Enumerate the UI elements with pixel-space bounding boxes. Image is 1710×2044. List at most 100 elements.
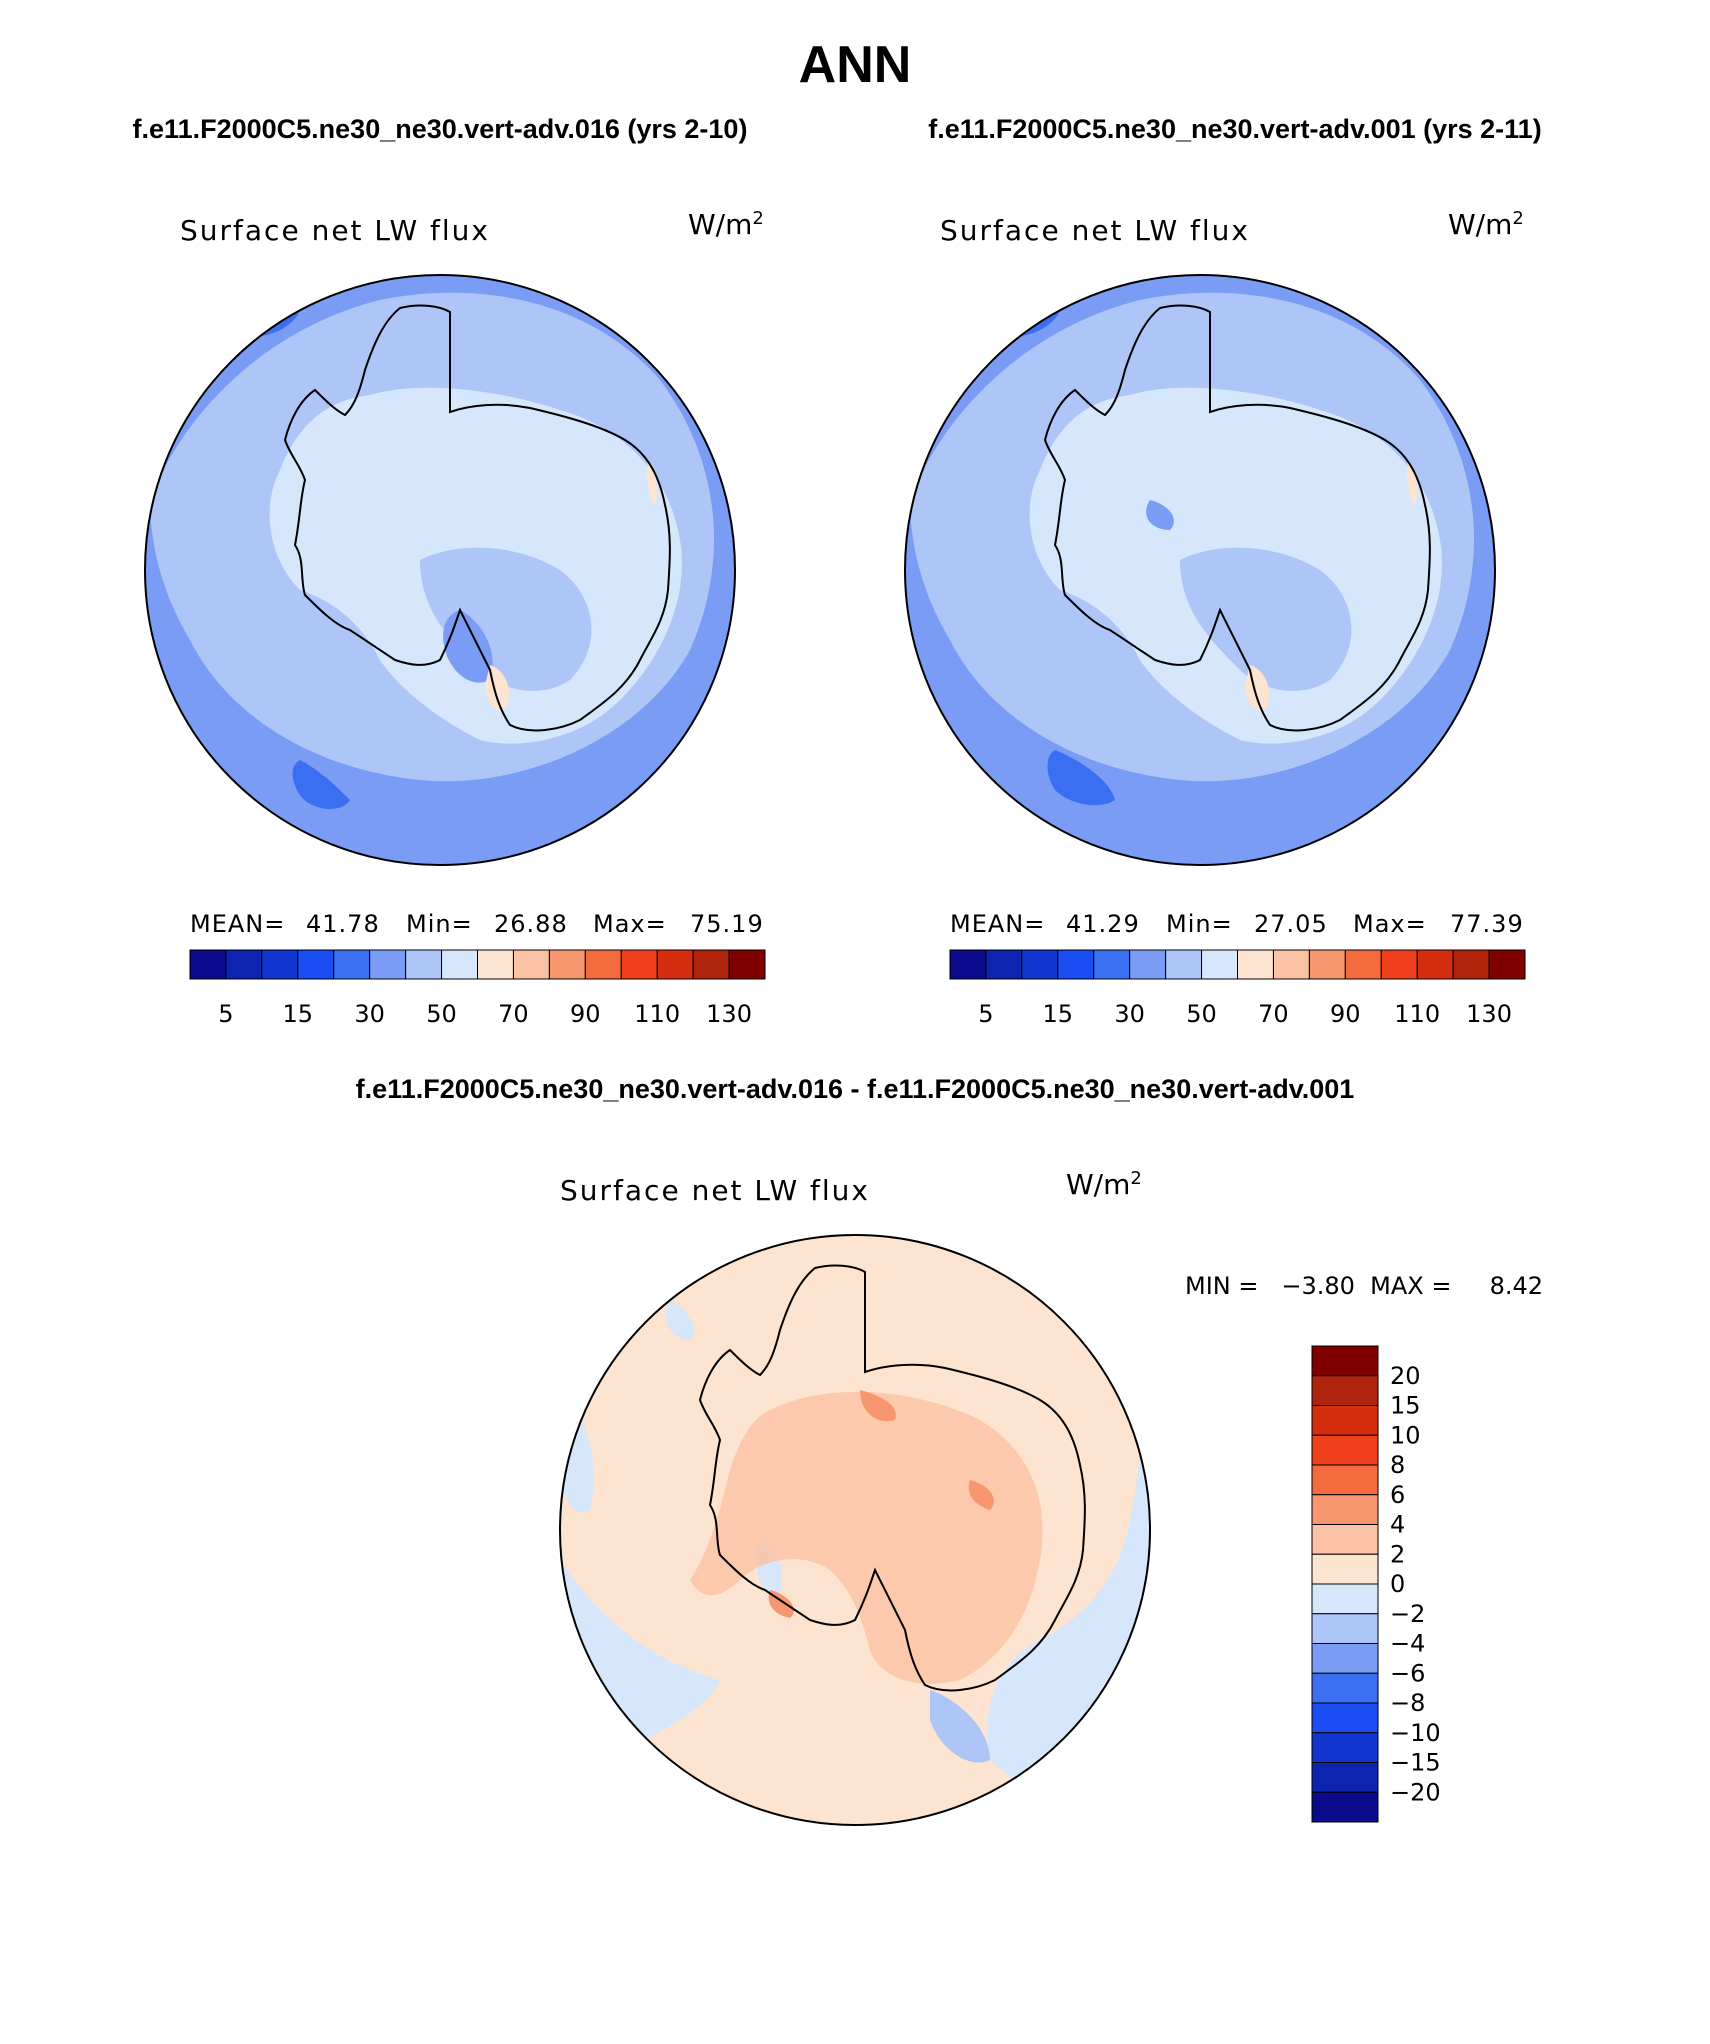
colorbar-right-swatch bbox=[1344, 949, 1382, 980]
colorbar-right-swatch bbox=[1237, 949, 1274, 980]
colorbar-right-swatch bbox=[1165, 949, 1203, 980]
colorbar-diff-tick-label: −4 bbox=[1390, 1630, 1425, 1658]
colorbar-diff-tick-label: 4 bbox=[1390, 1511, 1405, 1539]
colorbar-left-tick-label: 5 bbox=[218, 1000, 233, 1028]
stats-right: MEAN= 41.29 Min= 27.05 Max= 77.39 bbox=[950, 910, 1524, 938]
colorbar-left-swatch bbox=[261, 949, 299, 980]
colorbar-diff-swatch bbox=[1311, 1583, 1379, 1615]
colorbar-right: 5 15 30 50 70 90 110 130 bbox=[949, 949, 1526, 1028]
colorbar-right-swatch bbox=[1093, 949, 1131, 980]
colorbar-left-swatch bbox=[728, 949, 766, 980]
colorbar-left-swatch bbox=[297, 949, 335, 980]
colorbar-diff-swatch bbox=[1311, 1524, 1379, 1555]
colorbar-diff-swatch bbox=[1311, 1672, 1379, 1704]
colorbar-right-swatch bbox=[1272, 949, 1310, 980]
colorbar-left-swatch bbox=[620, 949, 658, 980]
colorbar-left-tick-label: 130 bbox=[706, 1000, 752, 1028]
colorbar-left-swatch bbox=[477, 949, 514, 980]
header-left: f.e11.F2000C5.ne30_ne30.vert-adv.016 (yr… bbox=[133, 114, 748, 144]
colorbar-right-tick-label: 130 bbox=[1466, 1000, 1512, 1028]
colorbar-diff-swatch bbox=[1311, 1434, 1379, 1466]
colorbar-diff-tick-label: 2 bbox=[1390, 1540, 1405, 1568]
colorbar-left-swatch bbox=[441, 949, 478, 980]
map-left-field bbox=[145, 275, 735, 865]
colorbar-diff-swatch bbox=[1311, 1791, 1379, 1823]
field-label-left: Surface net LW flux bbox=[180, 214, 490, 247]
colorbar-left: 5 15 30 50 70 90 110 130 bbox=[189, 949, 766, 1028]
colorbar-right-swatch bbox=[1201, 949, 1238, 980]
colorbar-diff-swatch bbox=[1311, 1494, 1379, 1525]
colorbar-right-tick-label: 15 bbox=[1043, 1000, 1074, 1028]
colorbar-left-tick-label: 90 bbox=[570, 1000, 601, 1028]
colorbar-left-tick-label: 50 bbox=[426, 1000, 457, 1028]
colorbar-diff-swatch bbox=[1311, 1732, 1379, 1763]
antarctica-coastline-right bbox=[1043, 304, 1431, 732]
colorbar-left-tick-label: 110 bbox=[634, 1000, 680, 1028]
colorbar-right-swatch bbox=[1416, 949, 1454, 980]
colorbar-right-swatch bbox=[1057, 949, 1095, 980]
map-panel-right: Surface net LW flux W/m2 bbox=[904, 208, 1524, 866]
colorbar-diff-tick-label: −15 bbox=[1390, 1749, 1441, 1777]
map-panel-left: Surface net LW flux W/m2 bbox=[144, 208, 764, 866]
colorbar-left-swatch bbox=[656, 949, 694, 980]
antarctica-coastline-left bbox=[283, 304, 671, 732]
figure-title: ANN bbox=[799, 36, 912, 94]
field-label-right: Surface net LW flux bbox=[940, 214, 1250, 247]
colorbar-left-swatch bbox=[405, 949, 443, 980]
colorbar-diff-tick-label: 8 bbox=[1390, 1451, 1405, 1479]
units-diff: W/m2 bbox=[1066, 1168, 1142, 1201]
diff-header: f.e11.F2000C5.ne30_ne30.vert-adv.016 - f… bbox=[356, 1074, 1355, 1104]
colorbar-right-swatch bbox=[1380, 949, 1418, 980]
colorbar-diff-swatch bbox=[1311, 1375, 1379, 1406]
header-right: f.e11.F2000C5.ne30_ne30.vert-adv.001 (yr… bbox=[928, 114, 1541, 144]
colorbar-left-swatch bbox=[369, 949, 407, 980]
colorbar-left-swatch bbox=[225, 949, 263, 980]
colorbar-diff-tick-label: 20 bbox=[1390, 1362, 1421, 1390]
colorbar-left-swatch bbox=[548, 949, 586, 980]
colorbar-right-swatch bbox=[1452, 949, 1490, 980]
colorbar-diff-swatch bbox=[1311, 1553, 1379, 1585]
units-left: W/m2 bbox=[688, 208, 764, 241]
colorbar-diff-tick-label: −2 bbox=[1390, 1600, 1425, 1628]
colorbar-diff-tick-label: −10 bbox=[1390, 1719, 1441, 1747]
colorbar-right-swatch bbox=[1129, 949, 1167, 980]
colorbar-right-tick-label: 90 bbox=[1330, 1000, 1361, 1028]
diff-minmax: MIN = −3.80 MAX = 8.42 bbox=[1185, 1272, 1543, 1300]
antarctica-coastline-diff bbox=[698, 1264, 1086, 1692]
colorbar-left-swatch bbox=[692, 949, 730, 980]
colorbar-right-swatch bbox=[1488, 949, 1526, 980]
colorbar-left-tick-label: 70 bbox=[498, 1000, 529, 1028]
colorbar-right-tick-label: 30 bbox=[1114, 1000, 1145, 1028]
colorbar-right-tick-label: 110 bbox=[1394, 1000, 1440, 1028]
colorbar-left-tick-label: 15 bbox=[283, 1000, 314, 1028]
colorbar-diff-tick-label: 15 bbox=[1390, 1392, 1421, 1420]
colorbar-diff-swatch bbox=[1311, 1762, 1379, 1793]
colorbar-diff-swatch bbox=[1311, 1613, 1379, 1644]
field-label-diff: Surface net LW flux bbox=[560, 1174, 870, 1207]
colorbar-diff-tick-label: −6 bbox=[1390, 1659, 1425, 1687]
colorbar-right-tick-label: 70 bbox=[1258, 1000, 1289, 1028]
colorbar-diff-swatch bbox=[1311, 1405, 1379, 1436]
colorbar-left-swatch bbox=[512, 949, 550, 980]
colorbar-diff-tick-label: 10 bbox=[1390, 1421, 1421, 1449]
colorbar-left-swatch bbox=[584, 949, 622, 980]
map-panel-diff: Surface net LW flux W/m2 MIN = −3.80 MAX… bbox=[559, 1168, 1543, 1826]
colorbar-right-swatch bbox=[949, 949, 987, 980]
colorbar-right-tick-label: 50 bbox=[1186, 1000, 1217, 1028]
map-diff-field bbox=[560, 1235, 1150, 1825]
colorbar-diff-tick-label: 6 bbox=[1390, 1481, 1405, 1509]
colorbar-diff-swatch bbox=[1311, 1702, 1379, 1734]
colorbar-right-swatch bbox=[1021, 949, 1059, 980]
colorbar-left-tick-label: 30 bbox=[354, 1000, 385, 1028]
colorbar-right-swatch bbox=[985, 949, 1023, 980]
colorbar-right-swatch bbox=[1308, 949, 1346, 980]
colorbar-diff-tick-label: −8 bbox=[1390, 1689, 1425, 1717]
colorbar-left-swatch bbox=[333, 949, 371, 980]
colorbar-left-swatch bbox=[189, 949, 227, 980]
colorbar-diff-tick-label: −20 bbox=[1390, 1778, 1441, 1806]
colorbar-diff-swatch bbox=[1311, 1464, 1379, 1496]
colorbar-right-tick-label: 5 bbox=[978, 1000, 993, 1028]
stats-left: MEAN= 41.78 Min= 26.88 Max= 75.19 bbox=[190, 910, 764, 938]
